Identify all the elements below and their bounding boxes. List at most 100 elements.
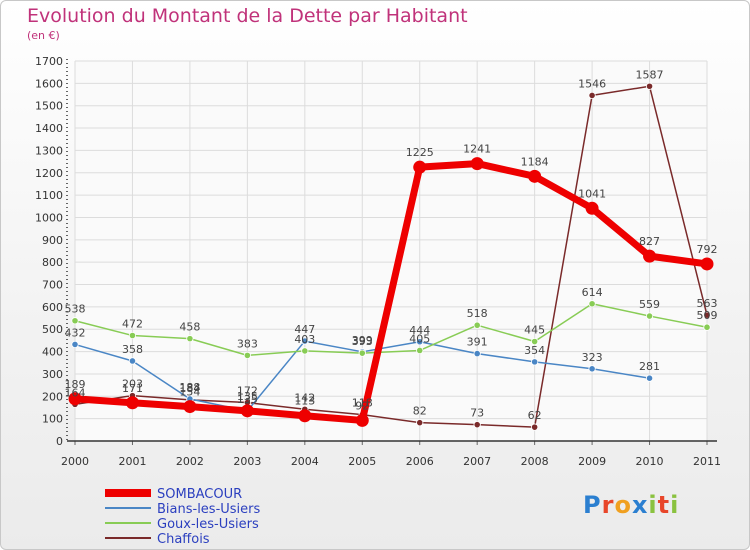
- data-label: 1184: [521, 155, 549, 168]
- data-label: 614: [582, 286, 603, 299]
- y-tick-label: 400: [42, 346, 63, 359]
- y-tick-label: 1400: [35, 122, 63, 135]
- series-line-goux-les-usiers: [74, 303, 708, 357]
- y-tick-label: 1700: [35, 55, 63, 68]
- series-line-sombacour: [71, 160, 711, 424]
- y-tick-label: 200: [42, 390, 63, 403]
- chart-subtitle: (en €): [27, 29, 60, 42]
- data-label: 135: [237, 390, 258, 403]
- data-point: [183, 400, 197, 414]
- data-point: [301, 337, 309, 345]
- x-tick-label: 2005: [348, 455, 376, 468]
- data-point: [643, 249, 657, 263]
- data-label: 399: [352, 334, 373, 347]
- y-tick-label: 800: [42, 256, 63, 269]
- data-label: 142: [294, 391, 315, 404]
- plot-area: [75, 61, 707, 441]
- y-tick-label: 500: [42, 323, 63, 336]
- data-point: [588, 91, 596, 100]
- data-point: [531, 423, 539, 431]
- data-point: [355, 413, 369, 427]
- data-point: [186, 335, 194, 343]
- data-labels-layer: 164 203 184 172 142 118 82 73 62 1546 1587 563 432 35…: [65, 68, 718, 422]
- grid-layer: [74, 60, 708, 442]
- data-point: [473, 349, 481, 358]
- data-label: 563: [697, 297, 718, 310]
- data-label: 1546: [578, 77, 606, 90]
- data-label: 1241: [463, 143, 491, 156]
- y-tick-label: 600: [42, 301, 63, 314]
- y-tick-label: 1200: [35, 167, 63, 180]
- data-point: [358, 349, 366, 357]
- data-label: 518: [467, 307, 488, 320]
- data-point: [588, 365, 596, 373]
- data-label: 73: [470, 407, 484, 420]
- data-label: 445: [524, 324, 545, 337]
- data-point: [473, 321, 481, 329]
- data-label: 403: [294, 333, 315, 346]
- data-point: [243, 351, 251, 359]
- x-tick-label: 2010: [636, 455, 664, 468]
- data-label: 1587: [636, 68, 664, 81]
- data-point: [700, 257, 714, 271]
- data-label: 458: [179, 321, 200, 334]
- data-label: 164: [65, 386, 86, 399]
- data-point: [645, 374, 654, 382]
- y-tick-label: 300: [42, 368, 63, 381]
- data-point: [645, 82, 654, 90]
- data-point: [71, 317, 79, 325]
- data-label: 118: [352, 397, 373, 410]
- data-point: [588, 300, 596, 308]
- legend-label: Goux-les-Usiers: [157, 517, 259, 532]
- x-tick-label: 2003: [233, 455, 261, 468]
- x-tick-label: 2009: [578, 455, 606, 468]
- axes-layer: 0 100 200 300 400 500 600 700 800 900 1000 1100 1200…: [35, 55, 721, 468]
- y-tick-label: 900: [42, 234, 63, 247]
- data-label: 354: [524, 344, 545, 357]
- y-tick-label: 1100: [35, 189, 63, 202]
- legend-label: Bians-les-Usiers: [157, 502, 261, 517]
- data-label: 323: [582, 351, 603, 364]
- data-label: 827: [639, 235, 660, 248]
- data-label: 538: [65, 303, 86, 316]
- data-label: 1041: [578, 187, 606, 200]
- legend-label: Chaffois: [157, 532, 210, 547]
- x-tick-label: 2008: [521, 455, 549, 468]
- legend: SOMBACOURBians-les-UsiersGoux-les-Usiers…: [105, 487, 261, 547]
- chart-title: Evolution du Montant de la Dette par Hab…: [27, 5, 468, 27]
- data-point: [470, 157, 484, 171]
- data-label: 92: [355, 399, 369, 412]
- data-label: 405: [409, 332, 430, 345]
- data-label: 444: [409, 324, 430, 337]
- data-label: 472: [122, 317, 143, 330]
- x-tick-label: 2001: [118, 455, 146, 468]
- data-label: 203: [122, 378, 143, 391]
- data-label: 391: [467, 336, 488, 349]
- x-tick-label: 2000: [61, 455, 89, 468]
- data-label: 559: [639, 298, 660, 311]
- data-label: 358: [122, 343, 143, 356]
- y-tick-label: 0: [56, 435, 63, 448]
- data-point: [531, 358, 539, 366]
- data-point: [301, 347, 309, 355]
- data-point: [68, 392, 82, 406]
- data-point: [528, 169, 542, 183]
- data-point: [473, 421, 481, 429]
- data-point: [585, 201, 599, 215]
- data-point: [416, 346, 424, 355]
- data-point: [416, 419, 424, 427]
- data-label: 184: [179, 382, 200, 395]
- data-label: 189: [65, 378, 86, 391]
- data-point: [416, 338, 424, 346]
- legend-label: SOMBACOUR: [157, 487, 242, 502]
- y-tick-label: 100: [42, 413, 63, 426]
- x-tick-label: 2007: [463, 455, 491, 468]
- data-point: [240, 404, 254, 418]
- data-label: 62: [528, 409, 542, 422]
- data-label: 135: [237, 393, 258, 406]
- x-tick-label: 2004: [291, 455, 319, 468]
- data-label: 82: [413, 405, 427, 418]
- data-point: [645, 312, 654, 320]
- data-point: [71, 340, 79, 349]
